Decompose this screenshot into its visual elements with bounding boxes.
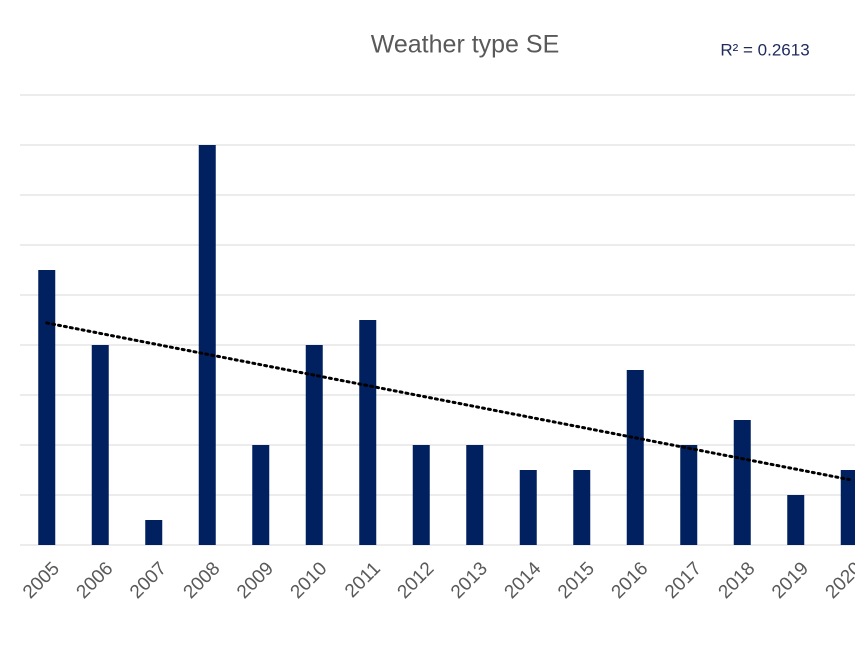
bar bbox=[573, 470, 591, 545]
bar bbox=[145, 520, 163, 545]
bar bbox=[466, 445, 484, 545]
x-tick-label: 2017 bbox=[661, 558, 706, 603]
bar bbox=[733, 420, 751, 545]
x-tick-label: 2018 bbox=[715, 558, 760, 603]
bar bbox=[359, 320, 377, 545]
bar bbox=[787, 495, 805, 545]
bar bbox=[412, 445, 430, 545]
bar bbox=[91, 345, 109, 545]
bar bbox=[252, 445, 270, 545]
x-tick-label: 2010 bbox=[287, 558, 332, 603]
trendline bbox=[45, 321, 851, 482]
bar bbox=[198, 145, 216, 545]
x-tick-label: 2019 bbox=[768, 558, 813, 603]
bar bbox=[305, 345, 323, 545]
bar bbox=[38, 270, 56, 545]
bar bbox=[680, 445, 698, 545]
x-tick-label: 2008 bbox=[180, 558, 225, 603]
r-squared-label: R² = 0.2613 bbox=[720, 40, 809, 59]
x-tick-label: 2009 bbox=[233, 558, 278, 603]
x-tick-label: 2013 bbox=[447, 558, 492, 603]
x-tick-label: 2016 bbox=[608, 558, 653, 603]
bar bbox=[519, 470, 537, 545]
x-tick-label: 2012 bbox=[394, 558, 439, 603]
x-tick-label: 2005 bbox=[19, 558, 64, 603]
x-tick-label: 2015 bbox=[554, 558, 599, 603]
chart-title: Weather type SE bbox=[371, 31, 560, 59]
bar bbox=[840, 470, 855, 545]
x-tick-label: 2006 bbox=[73, 558, 118, 603]
x-tick-label: 2011 bbox=[341, 558, 385, 602]
bar bbox=[626, 370, 644, 545]
x-tick-label: 2020 bbox=[822, 558, 855, 603]
x-tick-label: 2014 bbox=[501, 558, 546, 603]
x-tick-label: 2007 bbox=[126, 558, 171, 603]
